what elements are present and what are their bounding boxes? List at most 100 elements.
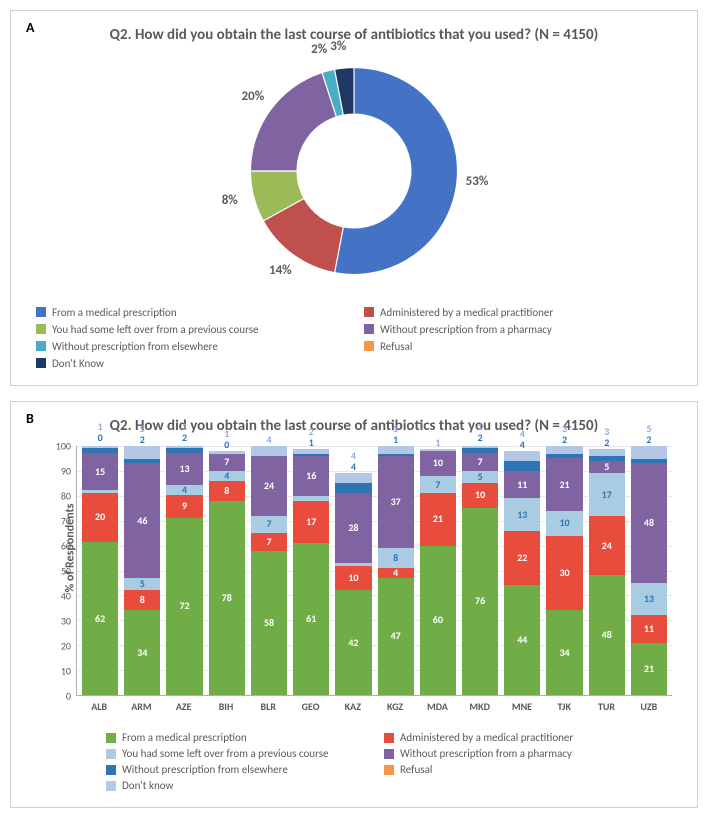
bar-segment: 60 (420, 546, 456, 695)
bar-segment: 24 (251, 456, 287, 516)
bar-segment: 62 (82, 542, 118, 695)
bar-segment: 13 (166, 453, 202, 485)
bar-segment: 13 (504, 498, 540, 530)
y-tick: 70 (61, 515, 71, 528)
bar-segment-label: 47 (391, 631, 401, 641)
bar-segment-label: 21 (433, 514, 443, 524)
x-tick-label: KAZ (335, 696, 371, 716)
bar-segment-label: 13 (644, 594, 654, 604)
bar-column: 44281042 (335, 446, 371, 695)
bar-segment: 21 (546, 458, 582, 510)
bar-segment: 7 (420, 476, 456, 493)
bar-segment: 47 (378, 578, 414, 695)
y-tick: 40 (61, 590, 71, 603)
legend-item: Administered by a medical practitioner (364, 306, 672, 319)
y-tick: 80 (61, 490, 71, 503)
bar-segment-label: 7 (224, 457, 229, 467)
bar-segment-label: 10 (475, 490, 485, 500)
bar-segment-label: 46 (137, 516, 147, 526)
bar-segment: 11 (504, 471, 540, 498)
bar-segment-label: 5 (478, 472, 483, 482)
bar-segment-label: 62 (95, 614, 105, 624)
bar-segment-label: 22 (517, 553, 527, 563)
panel-b: B Q2. How did you obtain the last course… (10, 401, 698, 809)
bar-segment: 76 (462, 508, 498, 695)
bar-segment: 17 (589, 473, 625, 515)
bar-column: 5248131121 (631, 446, 667, 695)
bar-segment-label: 44 (517, 635, 527, 645)
bar-segment: 10 (546, 511, 582, 536)
bar-top-label: 2 (166, 431, 202, 444)
bar-segment: 5 (124, 578, 160, 590)
bar-segment: 28 (335, 493, 371, 563)
bar-top-label: 0 (82, 431, 118, 444)
bar-segment-label: 24 (602, 541, 612, 551)
bar-segment: 16 (293, 456, 329, 496)
legend-swatch (384, 765, 394, 775)
legend-swatch (36, 324, 46, 334)
bar-top-label: 1 (378, 433, 414, 446)
donut-chart: 53%14%8%20%2%3% (139, 56, 569, 286)
bar-segment: 78 (209, 501, 245, 695)
legend-swatch (106, 733, 116, 743)
stacked-bar-chart: % of Respondents 0102030405060708090100 … (76, 446, 672, 716)
bar-segment-label: 10 (348, 573, 358, 583)
bar-column: 52465834 (124, 446, 160, 695)
panel-a: A Q2. How did you obtain the last course… (10, 10, 698, 386)
bar-segment-label: 15 (95, 467, 105, 477)
bar-top-label: 2 (631, 433, 667, 446)
bar-top-label: 1 (420, 436, 456, 449)
bar-segment-label: 5 (604, 462, 609, 472)
bar-segment-label: 60 (433, 615, 443, 625)
bar-segment-label: 8 (140, 595, 145, 605)
bar-segment-label: 13 (179, 464, 189, 474)
bar-segment-label: 16 (306, 471, 316, 481)
bar-segment: 7 (251, 516, 287, 533)
bar-top-label: 4 (335, 460, 371, 473)
bar-segment (378, 446, 414, 453)
plot-area: 1015206252465834121349721074878424775821… (76, 446, 672, 696)
bar-top-label: 4 (504, 438, 540, 451)
legend-text: Don't know (122, 779, 173, 792)
bar-top-label: 0 (209, 438, 245, 451)
legend-swatch (36, 341, 46, 351)
bar-segment-label: 17 (306, 517, 316, 527)
bar-segment: 22 (504, 531, 540, 586)
bar-segment-label: 24 (264, 481, 274, 491)
bar-segment: 10 (462, 483, 498, 508)
x-tick-label: MKD (462, 696, 498, 716)
legend-item: Don't know (106, 779, 364, 792)
x-tick-label: AZE (166, 696, 202, 716)
bar-segment: 46 (124, 463, 160, 578)
bar-segment-label: 72 (179, 601, 189, 611)
x-tick-label: BLR (250, 696, 286, 716)
bar-top-label: 2 (124, 433, 160, 446)
legend-swatch (364, 307, 374, 317)
panel-a-label: A (26, 19, 34, 36)
legend-item: You had some left over from a previous c… (36, 323, 344, 336)
x-tick-label: ALB (81, 696, 117, 716)
bar-segment-label: 78 (222, 593, 232, 603)
panel-b-label: B (26, 410, 34, 427)
bar-segment: 4 (166, 485, 202, 495)
bar-segment: 42 (335, 590, 371, 695)
bar-segment-label: 4 (182, 485, 187, 495)
bar-segment-label: 7 (478, 457, 483, 467)
legend-text: Refusal (400, 763, 432, 776)
bar-segment: 58 (251, 551, 287, 695)
bar-segment (335, 483, 371, 493)
donut-svg (239, 56, 469, 286)
bar-segment: 44 (504, 585, 540, 695)
legend-item: Without prescription from elsewhere (36, 340, 344, 353)
bar-segment: 4 (209, 471, 245, 481)
bar-segment-label: 11 (517, 480, 527, 490)
donut-slice-label: 3% (330, 39, 346, 54)
legend-item: Without prescription from a pharmacy (364, 323, 672, 336)
legend-text: From a medical prescription (52, 306, 177, 319)
x-tick-label: MDA (419, 696, 455, 716)
bar-column: 31378447 (378, 446, 414, 695)
panel-a-title: Q2. How did you obtain the last course o… (66, 26, 642, 46)
y-tick: 100 (56, 440, 71, 453)
bar-segment: 20 (82, 493, 118, 542)
bar-segment: 37 (378, 456, 414, 548)
